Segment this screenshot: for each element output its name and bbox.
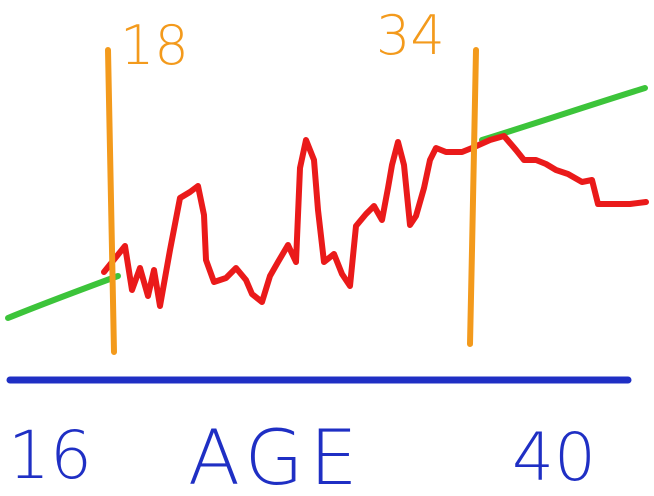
- fluctuating-line: [101, 133, 649, 309]
- marker-label-34: 34: [376, 4, 445, 67]
- marker-line-34: [467, 47, 479, 347]
- marker-line-18: [105, 47, 117, 355]
- axis-label-end-40: 40: [512, 419, 596, 496]
- axis-title-age: AGE: [188, 413, 364, 496]
- trend-line-right: [479, 85, 648, 143]
- marker-label-18: 18: [120, 14, 189, 77]
- axis-label-start-16: 16: [8, 417, 92, 494]
- trend-line-left: [5, 273, 121, 321]
